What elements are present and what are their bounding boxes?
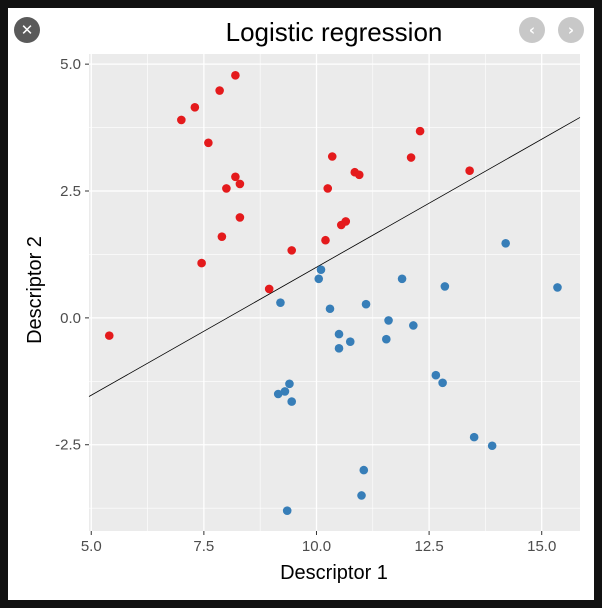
plot-panel — [89, 54, 580, 531]
data-point-red — [215, 86, 224, 95]
data-point-blue — [273, 389, 283, 399]
data-point-blue — [345, 337, 355, 347]
x-tick-label: 5.0 — [81, 538, 102, 555]
y-tick-label: -2.5 — [55, 437, 81, 454]
data-point-red — [190, 102, 200, 112]
data-point-red — [217, 232, 227, 241]
data-point-red — [235, 213, 245, 222]
data-point-red — [287, 246, 297, 255]
data-point-blue — [469, 432, 479, 442]
x-axis-label: Descriptor 1 — [280, 562, 388, 584]
data-point-red — [177, 115, 186, 125]
data-point-blue — [431, 370, 441, 380]
data-point-blue — [357, 491, 366, 500]
data-point-blue — [553, 283, 562, 292]
data-point-red — [415, 126, 425, 136]
data-point-red — [354, 170, 364, 180]
data-point-red — [204, 138, 213, 148]
chevron-right-icon[interactable]: › — [558, 17, 584, 43]
data-point-blue — [361, 299, 371, 309]
data-point-blue — [316, 265, 326, 274]
x-tick-label: 10.0 — [302, 538, 331, 555]
data-point-red — [231, 71, 240, 80]
axes: 5.0 7.5 10.0 12.5 15.0 -2.5 0.0 2.5 5.0 — [55, 56, 556, 555]
data-point-blue — [384, 316, 393, 325]
data-point-red — [323, 184, 333, 193]
data-point-red — [465, 166, 474, 176]
data-point-blue — [334, 344, 344, 353]
data-point-blue — [285, 379, 294, 389]
data-point-red — [264, 284, 274, 294]
boundary-line — [88, 117, 581, 397]
grid-lines — [89, 54, 580, 531]
data-point-red — [321, 235, 330, 245]
data-point-red — [406, 153, 416, 162]
data-point-blue — [501, 238, 510, 248]
data-point-red — [222, 184, 231, 193]
y-axis-label: Descriptor 2 — [24, 236, 46, 344]
data-point-red — [197, 258, 206, 268]
chevron-left-icon[interactable]: ‹ — [519, 17, 545, 43]
data-point-blue — [359, 465, 369, 475]
y-tick-label: 0.0 — [60, 310, 81, 327]
data-point-blue — [280, 387, 290, 396]
y-tick-label: 5.0 — [60, 56, 81, 73]
y-tick-label: 2.5 — [60, 183, 81, 200]
data-point-blue — [276, 298, 285, 307]
data-point-blue — [334, 329, 344, 339]
data-point-blue — [409, 321, 418, 330]
data-point-blue — [282, 506, 292, 516]
data-point-red — [327, 152, 337, 161]
chart-title: Logistic regression — [226, 17, 443, 47]
data-point-red — [341, 217, 351, 226]
data-point-blue — [287, 397, 297, 406]
data-point-blue — [487, 441, 497, 451]
data-point-blue — [440, 282, 450, 291]
data-point-red — [235, 179, 245, 189]
data-point-red — [104, 331, 114, 340]
close-icon[interactable]: ✕ — [14, 17, 40, 43]
data-point-blue — [438, 378, 447, 388]
data-point-blue — [314, 274, 324, 284]
data-point-blue — [397, 274, 407, 284]
x-tick-label: 15.0 — [527, 538, 556, 555]
data-point-blue — [325, 304, 335, 314]
data-points — [104, 71, 562, 516]
data-point-red — [231, 172, 240, 182]
data-point-blue — [382, 334, 391, 344]
x-tick-label: 7.5 — [193, 538, 214, 555]
x-tick-label: 12.5 — [414, 538, 443, 555]
decision-boundary — [88, 117, 581, 397]
